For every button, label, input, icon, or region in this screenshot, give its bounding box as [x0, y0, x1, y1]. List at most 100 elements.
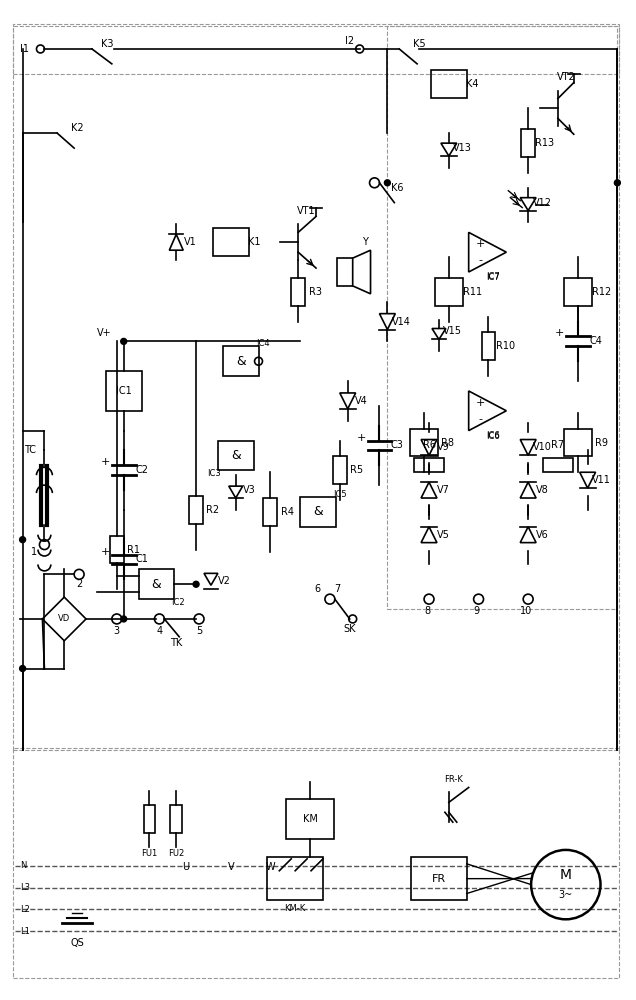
Polygon shape [520, 440, 536, 455]
Text: V13: V13 [453, 143, 472, 153]
Text: R9: R9 [595, 438, 608, 448]
Bar [300, 497, 336, 527]
Bar [411, 857, 467, 900]
Circle shape [384, 180, 391, 186]
Polygon shape [579, 472, 595, 488]
Text: R12: R12 [592, 287, 611, 297]
Bar [110, 536, 124, 563]
Text: IC5: IC5 [333, 490, 347, 499]
Text: QS: QS [70, 938, 84, 948]
Text: R2: R2 [206, 505, 219, 515]
Text: SK: SK [343, 624, 356, 634]
Polygon shape [469, 232, 506, 272]
Bar [481, 332, 495, 360]
Bar [213, 228, 249, 256]
Bar [13, 748, 619, 978]
Text: K3: K3 [100, 39, 113, 49]
Polygon shape [43, 597, 86, 641]
Text: K5: K5 [413, 39, 425, 49]
Text: L1: L1 [20, 927, 31, 936]
Bar [144, 805, 155, 833]
Bar [564, 429, 591, 456]
Bar [387, 26, 618, 609]
Text: C4: C4 [589, 336, 602, 346]
Text: R10: R10 [496, 341, 515, 351]
Bar [286, 799, 334, 839]
Bar [106, 371, 142, 411]
Text: VT2: VT2 [556, 72, 575, 82]
Text: 4: 4 [156, 626, 162, 636]
Text: R7: R7 [551, 440, 564, 450]
Text: +: + [555, 328, 565, 338]
Text: +: + [101, 457, 111, 467]
Text: +: + [476, 239, 485, 249]
Text: K1: K1 [248, 237, 261, 247]
Text: K6: K6 [391, 183, 404, 193]
Text: K4: K4 [466, 79, 479, 89]
Text: N: N [20, 861, 27, 870]
Text: V14: V14 [392, 317, 411, 327]
Polygon shape [432, 329, 446, 339]
Text: V2: V2 [218, 576, 232, 586]
Text: IC1: IC1 [116, 386, 132, 396]
Bar [139, 569, 174, 599]
Text: V3: V3 [243, 485, 256, 495]
Text: V12: V12 [532, 198, 551, 208]
Text: W: W [266, 862, 275, 872]
Text: 10: 10 [520, 606, 532, 616]
Polygon shape [421, 482, 437, 498]
Text: V10: V10 [532, 442, 551, 452]
Text: KM: KM [303, 814, 317, 824]
Text: FR-K: FR-K [445, 775, 463, 784]
Text: IC7: IC7 [487, 273, 501, 282]
Polygon shape [520, 198, 536, 211]
Text: V6: V6 [536, 530, 548, 540]
Text: &: & [236, 355, 245, 368]
Circle shape [193, 581, 199, 587]
Text: 3~: 3~ [558, 890, 573, 900]
Text: TC: TC [24, 445, 36, 455]
Polygon shape [469, 391, 506, 431]
Text: V: V [228, 862, 234, 872]
Text: Y: Y [362, 237, 368, 247]
Bar [337, 258, 353, 286]
Circle shape [20, 666, 25, 671]
Text: +: + [101, 547, 111, 557]
Text: 2: 2 [76, 579, 82, 589]
Polygon shape [169, 234, 183, 250]
Text: 1: 1 [31, 547, 38, 557]
Text: &: & [313, 505, 323, 518]
Bar [263, 498, 277, 526]
Text: FU2: FU2 [168, 849, 184, 858]
Text: M: M [560, 868, 572, 882]
Text: 9: 9 [474, 606, 480, 616]
Text: R11: R11 [463, 287, 482, 297]
Text: IC4: IC4 [256, 339, 269, 348]
Text: VD: VD [58, 614, 71, 623]
Polygon shape [380, 314, 396, 330]
Text: IC3: IC3 [207, 469, 221, 478]
Polygon shape [340, 393, 356, 409]
Circle shape [20, 537, 25, 543]
Bar [522, 129, 535, 157]
Text: 7: 7 [334, 584, 340, 594]
Bar [435, 278, 463, 306]
Polygon shape [421, 440, 437, 455]
Text: V+: V+ [97, 328, 111, 338]
Text: &: & [151, 578, 162, 591]
Text: L3: L3 [20, 883, 31, 892]
Text: &: & [231, 449, 240, 462]
Text: R1: R1 [127, 545, 140, 555]
Text: IC2: IC2 [172, 598, 185, 607]
Text: FR: FR [432, 874, 446, 884]
Text: +: + [476, 398, 485, 408]
Text: 5: 5 [196, 626, 202, 636]
Text: V1: V1 [184, 237, 197, 247]
Text: R3: R3 [308, 287, 322, 297]
Text: V4: V4 [356, 396, 368, 406]
Text: -: - [478, 414, 483, 424]
Bar [189, 496, 203, 524]
Text: VT1: VT1 [297, 206, 315, 216]
Text: R5: R5 [350, 465, 363, 475]
Text: IC7: IC7 [487, 272, 501, 281]
